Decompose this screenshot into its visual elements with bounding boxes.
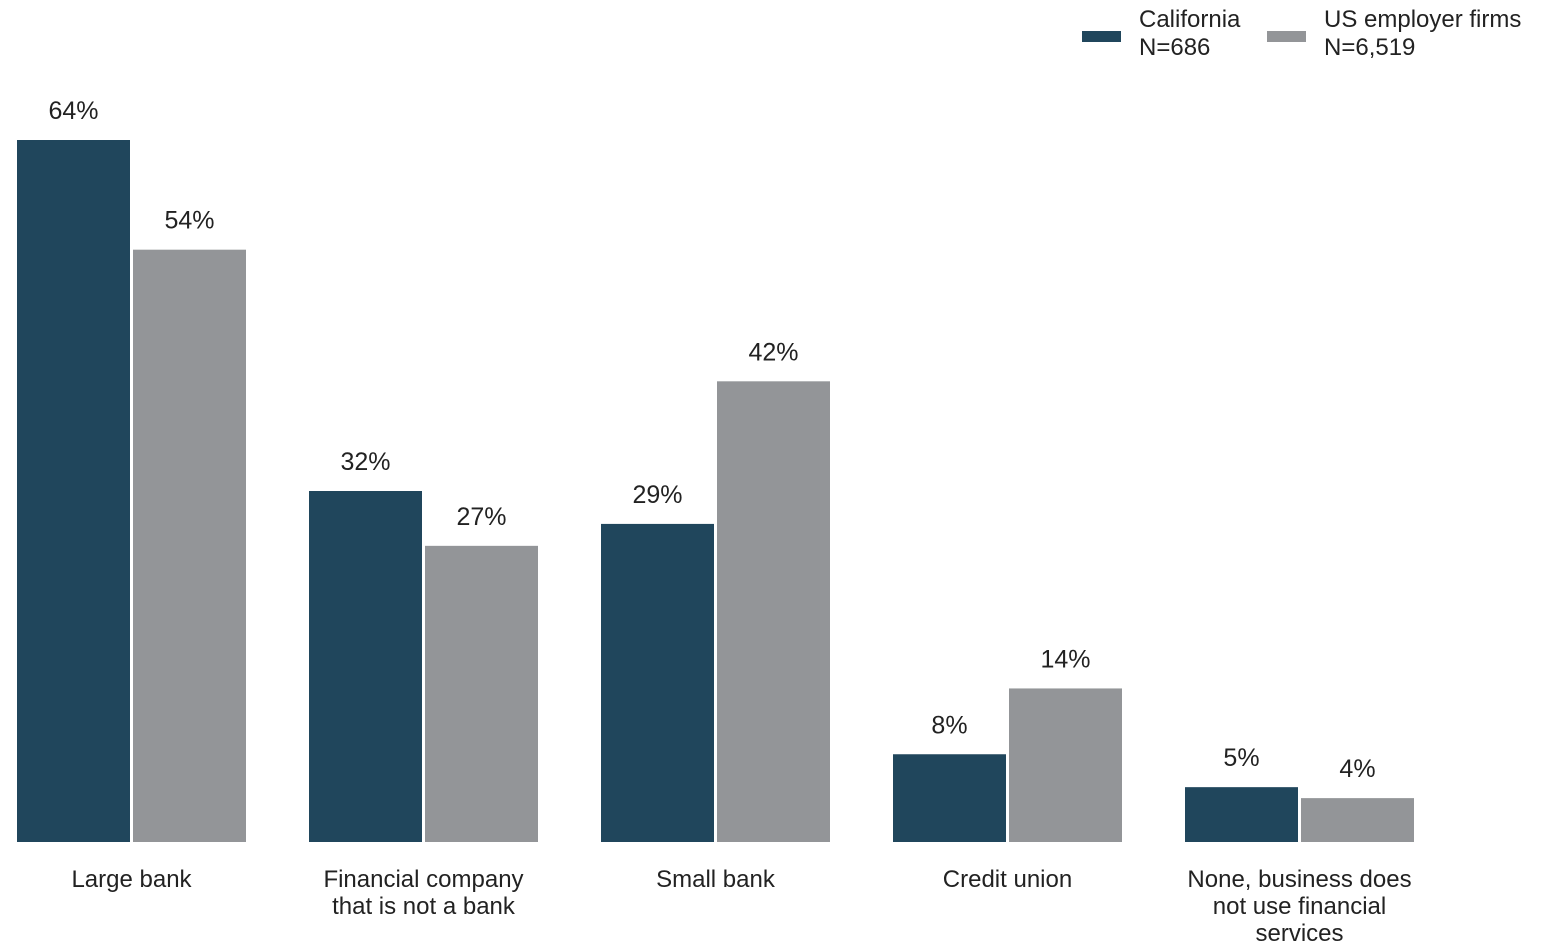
value-label-us-employer-firms-large-bank: 54% [164,207,214,235]
legend-swatch-us-employer-firms [1267,31,1306,42]
value-label-california-small-bank: 29% [632,481,682,509]
legend-swatch-california [1082,31,1121,42]
value-label-us-employer-firms-none-business-does-not-use-financial-services: 4% [1339,755,1375,783]
category-label-small-bank: Small bank [656,866,776,893]
category-label-large-bank: Large bank [71,866,192,893]
value-label-california-none-business-does-not-use-financial-services: 5% [1223,744,1259,772]
value-label-us-employer-firms-financial-company-that-is-not-a-bank: 27% [456,503,506,531]
bar-california-financial-company-that-is-not-a-bank [309,491,422,842]
legend-label-us-employer-firms: US employer firms [1324,6,1521,33]
bar-us-employer-firms-financial-company-that-is-not-a-bank [425,545,538,842]
category-label-financial-company-that-is-not-a-bank: Financial company that is not a bank [323,866,523,920]
bar-us-employer-firms-small-bank [717,381,830,842]
value-labels-group: 64% 54% 32% 27% 29% 42% 8% 14% 5% 4% [48,97,1375,783]
legend-sublabel-california: N=686 [1139,34,1210,61]
bar-california-none-business-does-not-use-financial-services [1185,787,1298,842]
value-label-california-large-bank: 64% [48,97,98,125]
legend-label-california: California [1139,6,1241,33]
bar-us-employer-firms-none-business-does-not-use-financial-services [1301,798,1414,842]
value-label-us-employer-firms-credit-union: 14% [1040,645,1090,673]
bar-california-small-bank [601,523,714,842]
value-label-california-credit-union: 8% [931,711,967,739]
bar-us-employer-firms-large-bank [133,249,246,842]
bar-us-employer-firms-credit-union [1009,688,1122,842]
bars-group [17,140,1414,842]
bar-california-credit-union [893,754,1006,842]
bar-california-large-bank [17,140,130,842]
legend-sublabel-us-employer-firms: N=6,519 [1324,34,1415,61]
category-label-none-business-does-not-use-financial-services: None, business does not use financial serv… [1187,866,1411,947]
category-label-credit-union: Credit union [943,866,1072,893]
value-label-california-financial-company-that-is-not-a-bank: 32% [340,448,390,476]
category-labels-group: Large bank Financial company that is not a… [71,866,1411,947]
value-label-us-employer-firms-small-bank: 42% [748,338,798,366]
